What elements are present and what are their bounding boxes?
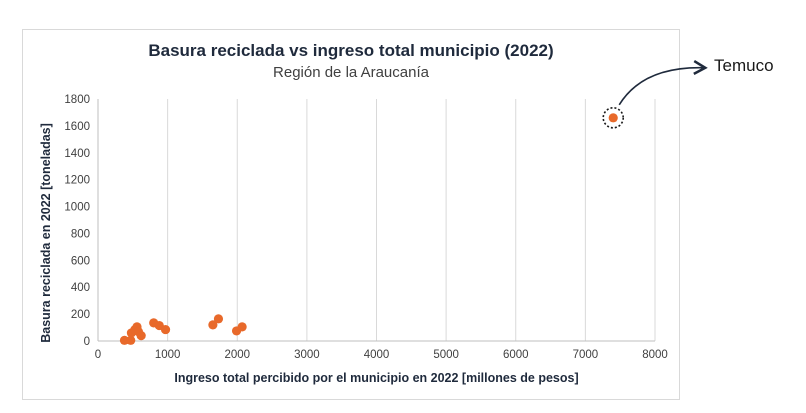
y-tick-label: 1200 (64, 175, 90, 187)
chart-title: Basura reciclada vs ingreso total munici… (148, 41, 554, 60)
y-tick-label: 400 (71, 282, 90, 294)
data-point (208, 320, 218, 330)
y-tick-label: 600 (71, 255, 90, 267)
x-tick-label: 0 (95, 349, 101, 361)
data-point (126, 335, 136, 345)
data-point (213, 314, 224, 324)
x-tick-label: 2000 (224, 349, 250, 361)
y-tick-label: 200 (71, 309, 90, 321)
y-tick-label: 0 (84, 336, 90, 348)
data-point (237, 322, 247, 332)
data-point (608, 113, 618, 123)
x-tick-label: 8000 (642, 349, 668, 361)
y-tick-label: 800 (71, 228, 90, 240)
annotation-arrow (618, 59, 708, 106)
x-tick-label: 4000 (364, 349, 390, 361)
data-point (136, 331, 146, 341)
x-tick-label: 1000 (155, 349, 181, 361)
x-axis-title: Ingreso total percibido por el municipio… (174, 371, 578, 385)
x-tick-label: 6000 (503, 349, 529, 361)
y-tick-label: 1600 (64, 121, 90, 133)
x-tick-label: 5000 (433, 349, 459, 361)
y-tick-label: 1400 (64, 148, 90, 160)
x-tick-label: 7000 (573, 349, 599, 361)
y-axis-title: Basura reciclada en 2022 [toneladas] (39, 123, 53, 343)
data-point (160, 324, 171, 335)
y-tick-label: 1800 (64, 94, 90, 106)
chart-subtitle: Región de la Araucanía (273, 64, 429, 81)
x-tick-label: 3000 (294, 349, 320, 361)
highlight-circle (602, 107, 625, 129)
temuco-annotation-label: Temuco (714, 56, 774, 75)
y-tick-label: 1000 (64, 202, 90, 214)
